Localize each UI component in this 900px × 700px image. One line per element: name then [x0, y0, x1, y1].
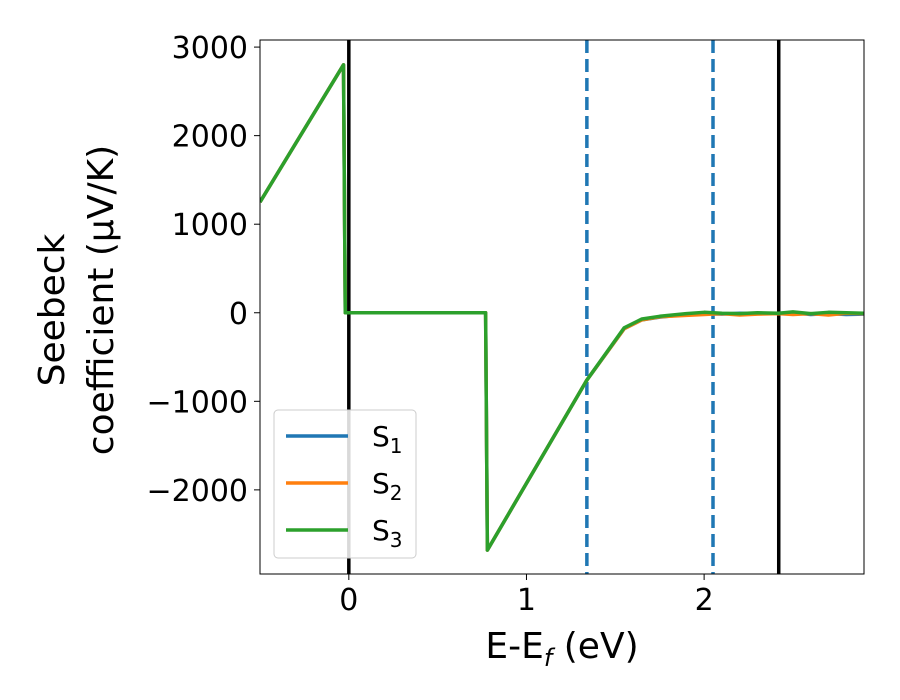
x-axis-label: E-Ef (eV) [485, 626, 638, 672]
y-tick-label: 3000 [172, 31, 248, 66]
x-axis-ticks: 0 1 2 [339, 574, 714, 618]
series-line-s3 [260, 63, 864, 552]
y-axis-ticks: −2000 −1000 0 1000 2000 3000 [147, 31, 260, 509]
legend: S1 S2 S3 [273, 409, 417, 559]
x-tick-label: 2 [695, 583, 714, 618]
y-tick-label: 1000 [172, 208, 248, 243]
legend-label-s2: S2 [372, 467, 403, 505]
y-tick-label: −2000 [147, 474, 248, 509]
legend-label-s3: S3 [372, 514, 403, 552]
plot-frame [259, 39, 865, 575]
x-tick-label: 0 [339, 583, 358, 618]
y-axis-label-line1: Seebeck [32, 233, 73, 386]
y-tick-label: −1000 [147, 385, 248, 420]
x-tick-label: 1 [517, 583, 536, 618]
x-axis-label-main: E-E [485, 626, 543, 667]
legend-label-s1: S1 [372, 420, 403, 458]
x-axis-label-unit: (eV) [552, 626, 638, 667]
y-axis-label-line2: coefficient (μV/K) [81, 145, 122, 455]
series-lines [260, 63, 864, 552]
y-tick-label: 0 [229, 297, 248, 332]
y-tick-label: 2000 [172, 120, 248, 155]
